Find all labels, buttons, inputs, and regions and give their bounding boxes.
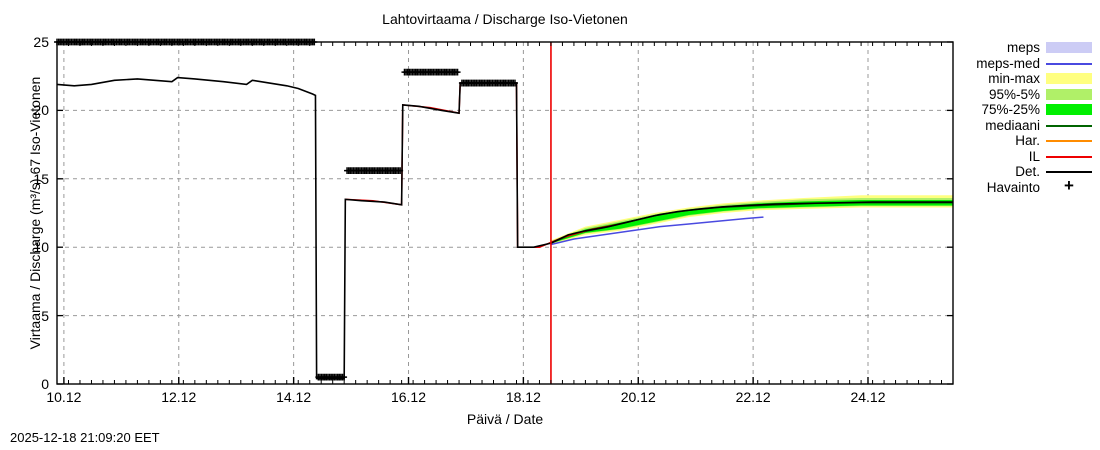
y-tick-25: 25	[33, 34, 49, 50]
legend-label: mediaani	[985, 117, 1040, 133]
y-tick-5: 5	[41, 307, 49, 324]
legend-label: Det.	[1015, 164, 1040, 179]
x-axis-title: Päivä / Date	[466, 411, 544, 427]
legend-swatch-marker	[1046, 177, 1092, 194]
x-tick-22.12: 22.12	[735, 389, 771, 405]
legend-label: IL	[1028, 148, 1040, 164]
x-tick-24.12: 24.12	[850, 389, 886, 405]
legend-swatch-line	[1046, 165, 1092, 178]
legend-swatch-line	[1046, 57, 1092, 70]
legend-label: meps	[1006, 40, 1040, 55]
legend-label: Har.	[1015, 133, 1040, 148]
x-tick-10.12: 10.12	[46, 389, 82, 405]
legend-label: meps-med	[976, 55, 1040, 71]
legend-item-meps-med: meps-med	[962, 56, 1092, 72]
y-tick-20: 20	[33, 102, 49, 119]
chart-title: Lahtovirtaama / Discharge Iso-Vietonen	[382, 11, 628, 27]
legend-swatch-line	[1046, 150, 1092, 163]
legend-label: 95%-5%	[988, 86, 1040, 102]
x-tick-14.12: 14.12	[276, 389, 312, 405]
legend-swatch-band	[1046, 41, 1092, 54]
y-tick-15: 15	[33, 170, 49, 187]
legend-swatch-band	[1046, 103, 1092, 116]
x-tick-20.12: 20.12	[620, 389, 656, 405]
chart-legend: meps meps-med min-max 95%-5% 75%-25% mediaani…	[962, 40, 1092, 195]
legend-item-havainto: Havainto	[962, 177, 1092, 196]
legend-swatch-band	[1046, 72, 1092, 85]
legend-label: Havainto	[986, 179, 1040, 195]
legend-item-95-5: 95%-5%	[962, 87, 1092, 103]
y-tick-0: 0	[41, 376, 49, 392]
legend-item-det: Det.	[962, 164, 1092, 180]
legend-item-75-25: 75%-25%	[962, 102, 1092, 118]
legend-swatch-line	[1046, 119, 1092, 132]
legend-label: 75%-25%	[981, 102, 1040, 117]
x-tick-12.12: 12.12	[161, 389, 197, 405]
y-tick-10: 10	[33, 239, 49, 256]
x-tick-18.12: 18.12	[505, 389, 541, 405]
legend-swatch-line	[1046, 134, 1092, 147]
legend-item-har: Har.	[962, 133, 1092, 149]
x-tick-16.12: 16.12	[390, 389, 427, 405]
legend-item-min-max: min-max	[962, 71, 1092, 87]
generation-timestamp: 2025-12-18 21:09:20 EET	[10, 430, 160, 445]
legend-item-mediaani: mediaani	[962, 118, 1092, 134]
legend-item-il: IL	[962, 149, 1092, 165]
legend-label: min-max	[988, 71, 1040, 86]
legend-item-meps: meps	[962, 40, 1092, 56]
legend-swatch-band	[1046, 88, 1092, 101]
